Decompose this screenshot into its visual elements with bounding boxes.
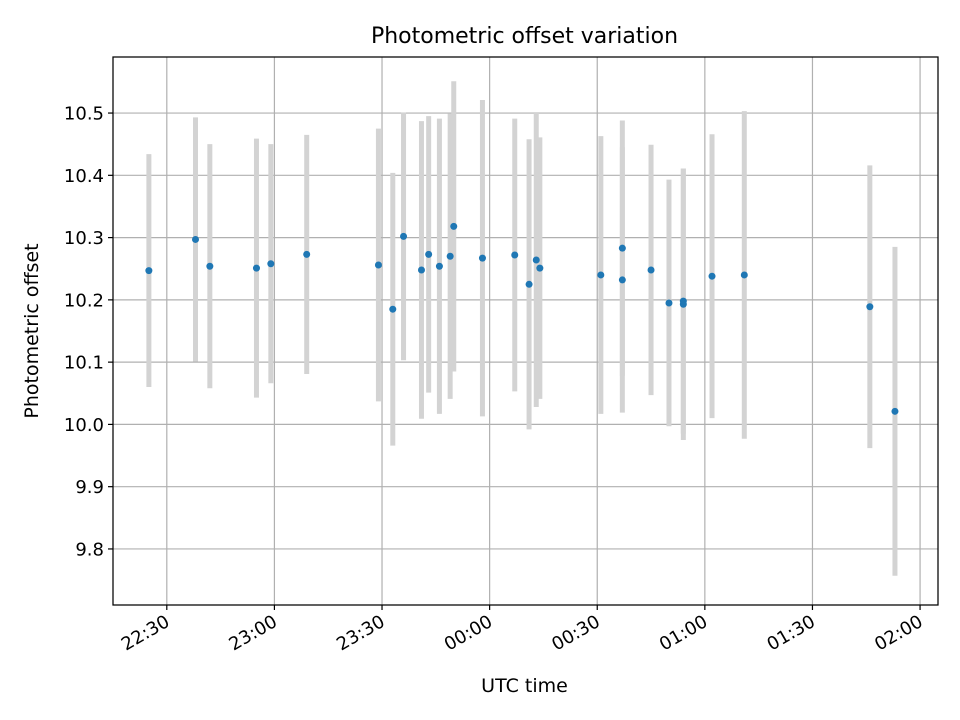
data-point <box>192 235 199 243</box>
data-point <box>597 271 605 279</box>
data-point <box>665 299 673 307</box>
data-point <box>647 266 655 274</box>
x-tick-label: 00:30 <box>548 611 603 655</box>
data-point <box>532 256 540 264</box>
data-point <box>511 251 519 259</box>
data-point <box>374 261 382 269</box>
y-tick-label: 10.0 <box>64 415 104 436</box>
x-tick-label: 22:30 <box>118 611 173 655</box>
y-tick-label: 9.9 <box>75 477 104 498</box>
data-point <box>679 300 687 308</box>
data-point <box>446 252 454 260</box>
data-point <box>478 254 486 262</box>
y-axis-label: Photometric offset <box>21 243 43 418</box>
data-points <box>145 222 899 415</box>
data-point <box>389 305 397 313</box>
y-tick-label: 10.5 <box>64 104 104 125</box>
data-point <box>866 303 874 311</box>
grid-lines <box>113 57 938 605</box>
y-tick-label: 10.3 <box>64 228 104 249</box>
data-point <box>525 280 533 288</box>
data-point <box>206 262 214 270</box>
data-point <box>252 264 260 272</box>
y-tick-label: 9.8 <box>75 539 104 560</box>
y-tick-label: 10.4 <box>64 166 104 187</box>
data-point <box>618 244 626 252</box>
data-point <box>618 276 626 284</box>
data-point <box>417 266 425 274</box>
data-point <box>303 250 311 258</box>
x-tick-label: 00:00 <box>441 611 496 655</box>
x-tick-label: 01:00 <box>656 611 711 655</box>
plot-area-frame <box>112 56 939 606</box>
data-point <box>435 262 443 270</box>
x-tick-label: 23:00 <box>225 611 280 655</box>
y-tick-label: 10.1 <box>64 353 104 374</box>
chart-title: Photometric offset variation <box>371 24 678 49</box>
x-tick-label: 01:30 <box>764 611 819 655</box>
x-axis-ticks: 22:30 23:00 23:30 00:00 00:30 01:00 01:30 02:00 <box>118 605 927 655</box>
data-point <box>708 272 716 280</box>
data-point <box>267 260 275 268</box>
data-point <box>536 264 544 272</box>
y-axis-ticks: 9.8 9.9 10.0 10.1 10.2 10.3 10.4 10.5 <box>64 104 113 560</box>
data-point <box>740 271 748 279</box>
x-axis-label: UTC time <box>481 675 568 697</box>
data-point <box>145 267 153 275</box>
error-bars <box>146 81 898 576</box>
data-point <box>450 222 458 230</box>
data-point <box>425 250 433 258</box>
x-tick-label: 02:00 <box>871 611 926 655</box>
data-point <box>400 232 408 240</box>
x-tick-label: 23:30 <box>333 611 388 655</box>
y-tick-label: 10.2 <box>64 290 104 311</box>
data-point <box>891 407 899 415</box>
